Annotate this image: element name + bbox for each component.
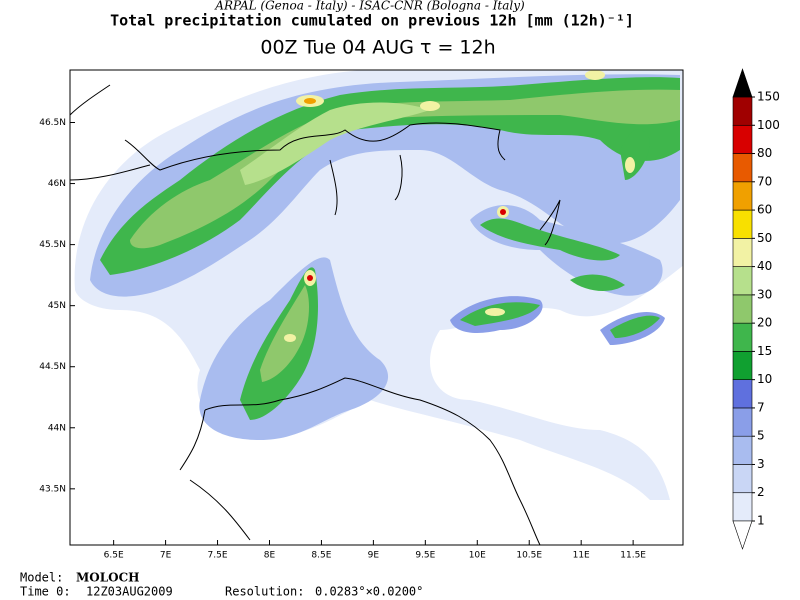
colorbar-box [732,266,753,296]
colorbar-over [732,68,753,98]
x-tick-label: 9.5E [415,551,435,561]
x-tick-label: 9E [368,551,380,561]
x-tick-label: 11E [573,551,590,561]
colorbar-label: 40 [757,259,772,273]
resolution-label: Resolution: [225,585,304,599]
x-tick-label: 10E [469,551,486,561]
y-tick-label: 43.5N [39,484,66,494]
model: MOLOCH [76,571,140,585]
x-tick-label: 7.5E [208,551,228,561]
colorbar-label: 30 [757,287,772,301]
colorbar-box [732,464,753,494]
colorbar-box [732,379,753,409]
colorbar-label: 10 [757,372,772,386]
resolution: 0.0283°×0.0200° [315,585,423,599]
colorbar-box [732,209,753,239]
colorbar-box [732,153,753,183]
colorbar-box [732,124,753,154]
colorbar-label: 60 [757,203,772,217]
colorbar-label: 2 [757,485,765,499]
x-tick-label: 7E [160,551,172,561]
subtitle: 00Z Tue 04 AUG τ = 12h [260,37,495,59]
time: 12Z03AUG2009 [86,585,173,599]
time-label: Time 0: [20,585,71,599]
y-tick-label: 46N [48,179,66,189]
colorbar-under [732,520,753,550]
colorbar-label: 3 [757,457,765,471]
title: Total precipitation cumulated on previou… [110,12,634,30]
colorbar-label: 80 [757,146,772,160]
colorbar-box [732,351,753,380]
colorbar-label: 50 [757,231,772,245]
precipitation-field [70,70,683,545]
model-label: Model: [20,571,63,585]
x-tick-label: 8.5E [311,551,331,561]
colorbar-label: 20 [757,316,772,330]
colorbar-box [732,407,753,437]
colorbar-label: 100 [757,118,780,132]
x-tick-label: 10.5E [516,551,542,561]
colorbar-box [732,492,753,522]
colorbar-box [732,96,753,126]
colorbar-label: 15 [757,344,772,358]
credit: ARPAL (Genoa - Italy) - ISAC-CNR (Bologn… [214,0,525,13]
colorbar-label: 7 [757,400,765,414]
y-tick-label: 45.5N [39,240,66,250]
y-tick-label: 44.5N [39,362,66,372]
colorbar-label: 150 [757,90,780,104]
y-tick-label: 45N [48,301,66,311]
colorbar-box [732,435,753,465]
colorbar-label: 70 [757,174,772,188]
colorbar-box [732,238,753,267]
x-tick-label: 11.5E [620,551,646,561]
colorbar-label: 1 [757,514,765,528]
map-frame [69,69,684,546]
y-tick-label: 44N [48,423,66,433]
x-tick-label: 8E [264,551,276,561]
colorbar-label: 5 [757,429,765,443]
y-tick-label: 46.5N [39,118,66,128]
colorbar-box [732,181,753,211]
x-tick-label: 6.5E [104,551,124,561]
colorbar-box [732,322,753,352]
colorbar-box [732,294,753,324]
